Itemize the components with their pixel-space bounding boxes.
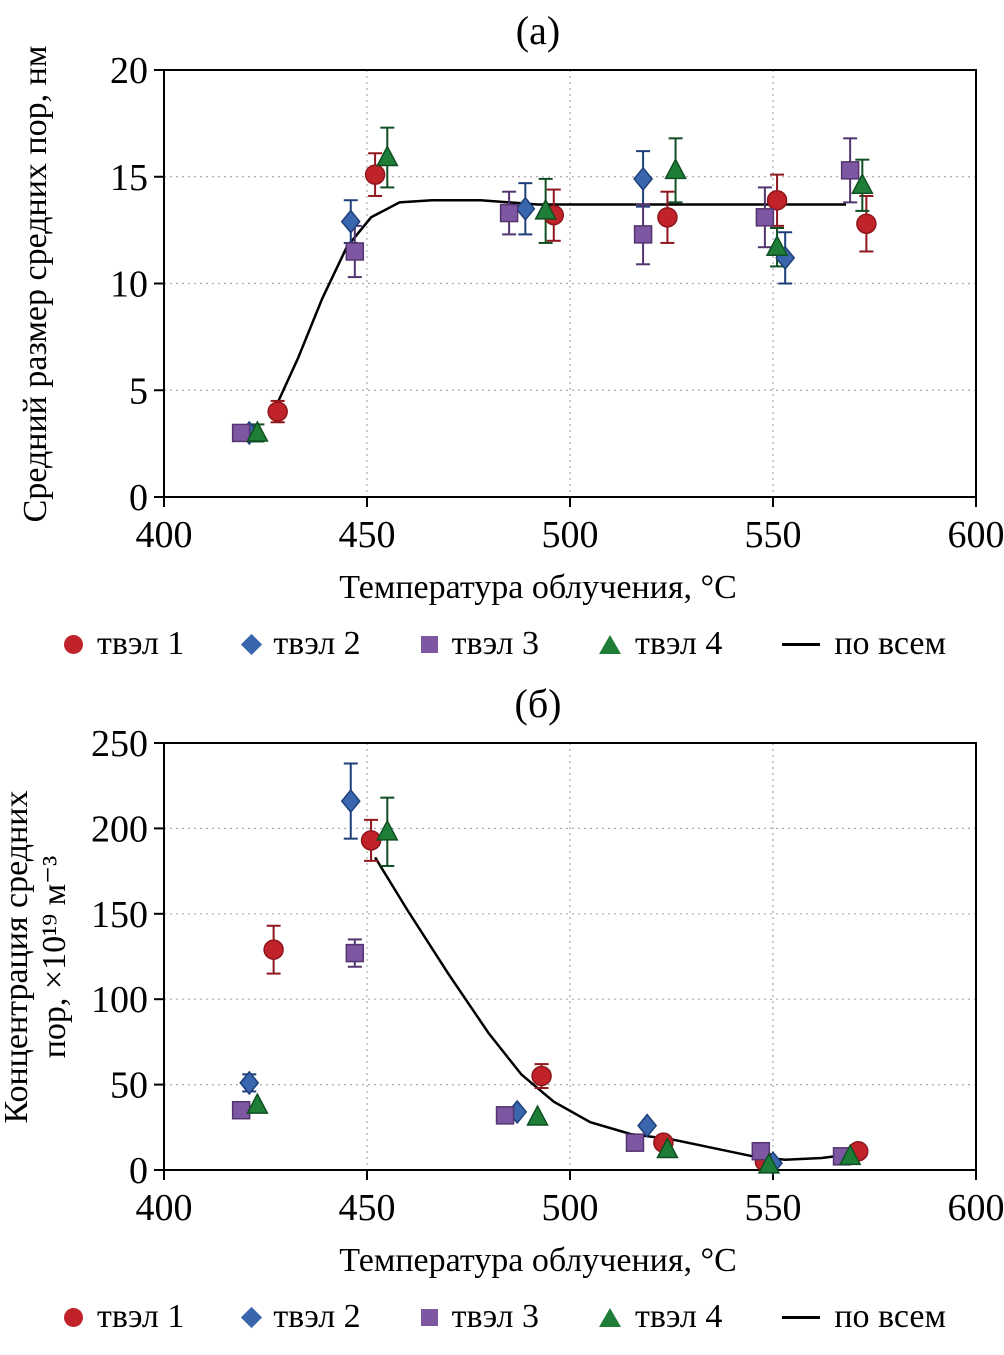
svg-text:450: 450: [339, 514, 396, 556]
legend-label: по всем: [834, 625, 946, 662]
chart-a-row: Средний размер средних пор, нм 400 450 500…: [0, 46, 1004, 561]
legend-item-po-vsem: по всем: [782, 625, 946, 663]
chart-a-xlabel: Температура облучения, °С: [339, 569, 737, 606]
svg-text:150: 150: [91, 894, 148, 936]
triangle-marker-icon: [598, 634, 621, 654]
chart-b-legend: твэл 1 твэл 2 твэл 3 твэл 4 по всем: [0, 1288, 1004, 1346]
chart-a-ylabel-wrap: Средний размер средних пор, нм: [0, 46, 72, 561]
chart-a-section: (а) Средний размер средних пор, нм 400 45…: [0, 0, 1004, 673]
chart-b-ylabel-line1: Концентрация средних: [0, 790, 35, 1124]
legend-item-tvel4: твэл 4: [598, 625, 723, 663]
legend-label: твэл 1: [97, 1298, 185, 1335]
diamond-marker-icon: [241, 1306, 263, 1328]
legend-item-tvel1: твэл 1: [64, 625, 184, 663]
svg-text:600: 600: [948, 514, 1004, 556]
chart-b-title: (б): [514, 681, 562, 726]
square-marker-icon: [420, 1308, 438, 1326]
chart-b-row: Концентрация средних пор, ×10¹⁹ м⁻³ 400 4…: [0, 729, 1004, 1234]
svg-text:400: 400: [136, 514, 193, 556]
triangle-marker-icon: [598, 1307, 621, 1327]
chart-a-legend: твэл 1 твэл 2 твэл 3 твэл 4 по всем: [0, 615, 1004, 673]
legend-item-po-vsem: по всем: [782, 1298, 946, 1336]
chart-a-canvas: 400 450 500 550 600 0 5 10 15 20: [110, 56, 1004, 556]
svg-text:10: 10: [110, 264, 148, 306]
legend-item-tvel1: твэл 1: [64, 1298, 184, 1336]
chart-b-xlabel: Температура облучения, °С: [339, 1242, 737, 1279]
svg-text:450: 450: [339, 1187, 396, 1229]
line-marker-icon: [782, 1315, 821, 1319]
square-marker-icon: [420, 635, 438, 653]
svg-text:50: 50: [110, 1065, 148, 1107]
chart-b-ylabel-wrap: Концентрация средних пор, ×10¹⁹ м⁻³: [0, 729, 74, 1234]
svg-text:600: 600: [948, 1187, 1004, 1229]
svg-text:0: 0: [129, 1150, 148, 1192]
svg-text:550: 550: [745, 514, 802, 556]
legend-label: твэл 3: [451, 625, 540, 662]
legend-item-tvel2: твэл 2: [241, 1298, 361, 1336]
svg-text:0: 0: [129, 477, 148, 519]
line-marker-icon: [782, 642, 821, 646]
svg-text:500: 500: [542, 514, 599, 556]
legend-label: твэл 3: [451, 1298, 540, 1335]
legend-label: твэл 2: [273, 1298, 361, 1335]
svg-text:100: 100: [91, 979, 148, 1021]
legend-label: твэл 4: [634, 625, 723, 662]
legend-label: по всем: [834, 1298, 946, 1335]
legend-item-tvel4: твэл 4: [598, 1298, 723, 1336]
chart-b-ylabel-line2: пор, ×10¹⁹ м⁻³: [36, 855, 73, 1059]
svg-text:15: 15: [110, 157, 148, 199]
legend-label: твэл 4: [634, 1298, 723, 1335]
legend-item-tvel3: твэл 3: [420, 625, 540, 663]
svg-text:550: 550: [745, 1187, 802, 1229]
svg-text:20: 20: [110, 56, 148, 92]
chart-a-ylabel: Средний размер средних пор, нм: [16, 45, 54, 523]
svg-text:200: 200: [91, 808, 148, 850]
chart-b-ylabel: Концентрация средних пор, ×10¹⁹ м⁻³: [0, 791, 74, 1124]
svg-text:5: 5: [129, 370, 148, 412]
legend-label: твэл 2: [273, 625, 361, 662]
svg-text:250: 250: [91, 729, 148, 765]
svg-text:400: 400: [136, 1187, 193, 1229]
circle-marker-icon: [64, 1307, 83, 1327]
legend-item-tvel3: твэл 3: [420, 1298, 540, 1336]
legend-label: твэл 1: [97, 625, 185, 662]
chart-a-title: (а): [515, 8, 561, 53]
svg-text:500: 500: [542, 1187, 599, 1229]
chart-b-canvas: 400 450 500 550 600 0 50 100 150 200 250: [91, 729, 1004, 1229]
chart-b-section: (б) Концентрация средних пор, ×10¹⁹ м⁻³ …: [0, 673, 1004, 1346]
legend-item-tvel2: твэл 2: [241, 625, 361, 663]
circle-marker-icon: [64, 634, 83, 654]
diamond-marker-icon: [241, 633, 263, 655]
